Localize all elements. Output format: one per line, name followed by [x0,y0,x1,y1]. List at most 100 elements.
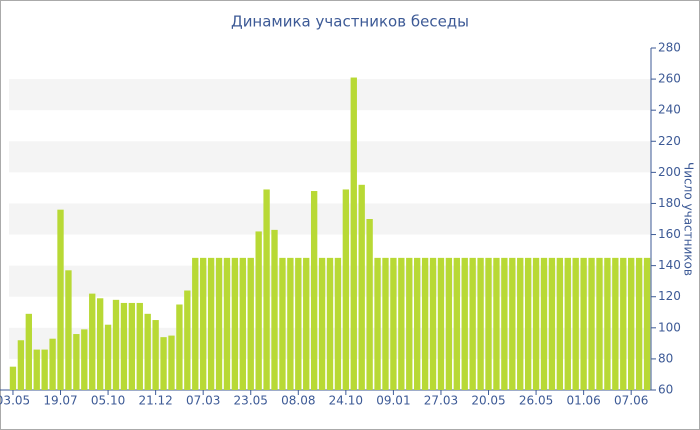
bar [406,257,413,390]
bar [524,257,532,390]
bar [461,257,468,390]
grid-band [9,203,651,235]
bar [342,189,350,390]
y-tick-label: 220 [658,134,681,148]
bar [453,257,460,390]
bar [326,257,334,390]
bar [271,229,278,390]
y-tick-label: 280 [658,41,681,55]
bar [437,257,445,390]
bar [25,313,32,390]
bar [398,257,405,390]
bar [33,349,40,390]
x-tick-label: 07.06 [614,394,648,408]
bar [215,257,223,390]
y-tick-label: 160 [658,227,681,241]
y-tick-label: 80 [658,351,673,365]
bar [620,257,627,390]
bar [374,257,381,390]
x-tick-label: 05.10 [91,394,125,408]
y-tick-label: 260 [658,72,681,86]
bar [350,77,357,390]
bar [104,324,112,390]
bar [548,257,556,390]
bar [160,337,167,390]
bar [207,257,215,390]
x-tick-label: 08.08 [281,394,315,408]
bar [223,257,231,390]
x-tick-label: 24.10 [329,394,363,408]
bar [572,257,579,390]
bar [318,257,326,390]
x-tick-label: 01.06 [566,394,600,408]
bar [184,290,191,390]
y-tick-label: 240 [658,103,681,117]
x-tick-label: 07.03 [186,394,220,408]
bar [643,257,651,390]
y-tick-label: 120 [658,289,681,303]
bar [49,338,56,390]
y-tick-label: 100 [658,320,681,334]
bar [200,257,207,390]
x-tick-label: 23.05 [234,394,268,408]
x-tick-label: 03.05 [0,394,30,408]
bar [295,257,302,390]
bar [604,257,611,390]
bar [176,304,183,390]
bar [477,257,484,390]
bar [517,257,524,390]
bar [485,257,492,390]
bar [445,257,453,390]
bar [628,257,635,390]
bar [596,257,603,390]
bar [89,293,96,390]
bar [310,191,318,390]
bar [9,366,17,390]
bar [144,313,151,390]
bar [612,257,619,390]
bar [255,231,262,390]
y-axis-label: Число участников [682,162,696,276]
bar [532,257,540,390]
bar [303,257,310,390]
bar [247,257,254,390]
bar [65,270,72,390]
bar [17,340,25,390]
bar [366,219,373,390]
bar [263,189,270,390]
grid-band [9,79,651,111]
bar [635,257,643,390]
y-tick-label: 140 [658,258,681,272]
bar [580,257,587,390]
bar [279,257,286,390]
bar [509,257,516,390]
bar [152,320,159,390]
chart-title: Динамика участников беседы [231,13,469,31]
bar [231,257,239,390]
x-tick-label: 19.07 [43,394,77,408]
bar [136,302,143,390]
bar [287,257,294,390]
x-tick-label: 21.12 [138,394,172,408]
bar [358,184,365,390]
bar [41,349,48,390]
bar [120,302,128,390]
bar [501,257,508,390]
bar [429,257,437,390]
bar [469,257,476,390]
x-tick-label: 20.05 [471,394,505,408]
bar [493,257,500,390]
bar [556,257,564,390]
y-tick-label: 200 [658,165,681,179]
bar [239,257,246,390]
bar [414,257,421,390]
x-tick-label: 26.05 [519,394,553,408]
bar [128,302,136,390]
bar [421,257,429,390]
bar [564,257,571,390]
bar [112,299,120,390]
bar [540,257,548,390]
grid-band [9,141,651,173]
bar [168,335,175,390]
